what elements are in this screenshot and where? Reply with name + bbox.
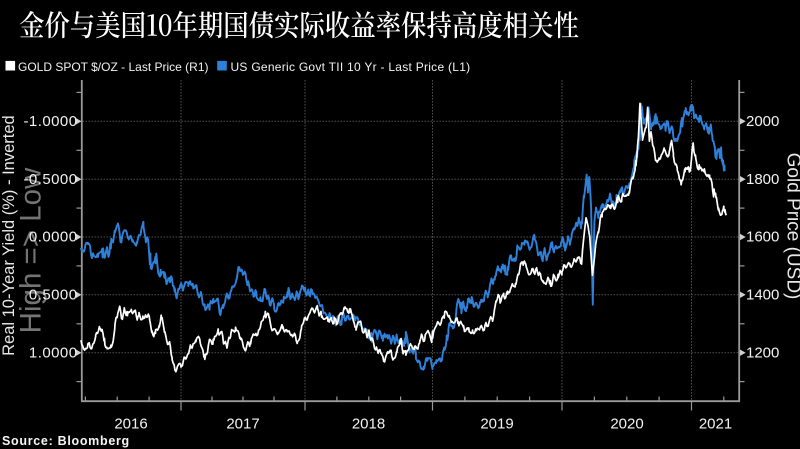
svg-text:1800: 1800 <box>746 171 779 188</box>
svg-text:High => Low: High => Low <box>15 167 48 333</box>
svg-text:2016: 2016 <box>114 416 147 433</box>
svg-text:2018: 2018 <box>352 416 385 433</box>
svg-text:1400: 1400 <box>746 287 779 304</box>
svg-text:2019: 2019 <box>480 416 513 433</box>
svg-text:1.0000: 1.0000 <box>29 344 78 361</box>
svg-text:1600: 1600 <box>746 229 779 246</box>
svg-text:-0.5000: -0.5000 <box>23 171 77 188</box>
svg-text:1200: 1200 <box>746 344 779 361</box>
svg-text:-1.0000: -1.0000 <box>23 113 77 130</box>
svg-text:Source: Bloomberg: Source: Bloomberg <box>2 434 130 448</box>
svg-text:Gold Price (USD): Gold Price (USD) <box>783 153 800 300</box>
svg-text:2000: 2000 <box>746 113 779 130</box>
svg-text:2020: 2020 <box>610 416 643 433</box>
svg-text:GOLD SPOT $/OZ - Last Price (R: GOLD SPOT $/OZ - Last Price (R1) <box>18 60 209 74</box>
svg-text:2017: 2017 <box>226 416 259 433</box>
svg-text:US Generic Govt TII 10 Yr - La: US Generic Govt TII 10 Yr - Last Price (… <box>231 60 471 74</box>
svg-text:0.0000: 0.0000 <box>29 229 78 246</box>
svg-text:0.5000: 0.5000 <box>29 287 78 304</box>
svg-text:Real 10-Year Yield (%) - Inver: Real 10-Year Yield (%) - Inverted <box>0 115 18 356</box>
svg-text:2021: 2021 <box>699 416 732 433</box>
